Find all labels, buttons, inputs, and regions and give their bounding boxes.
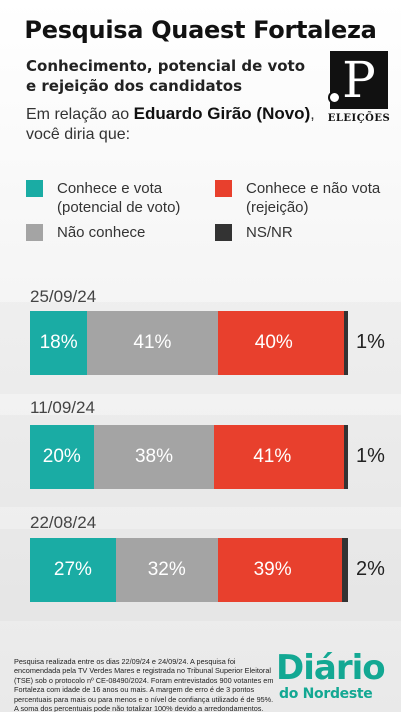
- bar-segment-nsnr-22-08-24: [341, 538, 348, 602]
- legend-label-rejeicao: Conhece e não vota (rejeição): [246, 180, 381, 216]
- stacked-bar-25-09-24: 18% 41% 40%: [30, 311, 348, 375]
- bar-segment-nao-conhece-25-09-24: [87, 311, 218, 375]
- category-label-25-09-24: 25/09/24: [30, 287, 97, 306]
- data-label-rejeicao-22-08-24: 39%: [253, 559, 292, 580]
- brand-name-bottom: do Nordeste: [279, 686, 373, 702]
- stacked-bar-11-09-24: 20% 38% 41%: [30, 425, 348, 489]
- brand-name-top: Diário: [276, 648, 386, 688]
- bar-segment-potencial-11-09-24: [30, 425, 94, 489]
- legend-label-nao-conhece: Não conhece: [57, 224, 146, 241]
- bar-segment-nsnr-25-09-24: [344, 311, 348, 375]
- data-label-nsnr-25-09-24: 1%: [356, 331, 385, 353]
- candidate-name: Eduardo Girão (Novo): [133, 104, 311, 123]
- legend-label-nsnr: NS/NR: [246, 224, 293, 241]
- logo-dot-icon: [328, 91, 341, 104]
- diario-do-nordeste-logo: Diário do Nordeste: [276, 648, 396, 704]
- bar-segment-nao-conhece-11-09-24: [93, 425, 215, 489]
- eleicoes-logo: P ELEIÇÕES: [326, 51, 392, 131]
- question-line-2: você diria que:: [26, 126, 131, 143]
- bar-segment-potencial-25-09-24: [30, 311, 88, 375]
- question-prefix: Em relação ao: [26, 106, 134, 123]
- data-label-nao-conhece-22-08-24: 32%: [147, 559, 186, 580]
- category-label-22-08-24: 22/08/24: [30, 513, 97, 532]
- bar-segment-potencial-22-08-24: [30, 538, 116, 602]
- legend-swatch-nao-conhece: [26, 224, 43, 241]
- category-label-11-09-24: 11/09/24: [30, 398, 95, 417]
- data-label-potencial-22-08-24: 27%: [53, 559, 92, 580]
- data-label-potencial-11-09-24: 20%: [42, 446, 81, 467]
- data-label-nao-conhece-11-09-24: 38%: [134, 446, 174, 467]
- page-title: Pesquisa Quaest Fortaleza: [24, 16, 377, 44]
- bar-segment-nsnr-11-09-24: [344, 425, 348, 489]
- bar-segment-rejeicao-25-09-24: [217, 311, 344, 375]
- legend-swatch-potencial: [26, 180, 43, 197]
- legend-swatch-rejeicao: [215, 180, 232, 197]
- question-text: Em relação ao Eduardo Girão (Novo), você…: [26, 104, 326, 145]
- data-label-rejeicao-11-09-24: 41%: [253, 446, 292, 467]
- methodology-footnote: Pesquisa realizada entre os dias 22/09/2…: [14, 657, 274, 712]
- bar-segment-rejeicao-11-09-24: [214, 425, 344, 489]
- bar-segment-rejeicao-22-08-24: [217, 538, 342, 602]
- question-suffix: ,: [310, 106, 315, 123]
- legend-label-potencial: Conhece e vota (potencial de voto): [57, 180, 181, 216]
- stacked-bar-22-08-24: 27% 32% 39%: [30, 538, 348, 602]
- bar-segment-nao-conhece-22-08-24: [115, 538, 218, 602]
- chart-subtitle: Conhecimento, potencial de voto e rejeiç…: [26, 57, 306, 95]
- data-label-potencial-25-09-24: 18%: [39, 332, 78, 353]
- data-label-nsnr-11-09-24: 1%: [356, 445, 385, 467]
- data-label-rejeicao-25-09-24: 40%: [254, 332, 293, 353]
- data-label-nsnr-22-08-24: 2%: [356, 558, 385, 580]
- legend-swatch-nsnr: [215, 224, 232, 241]
- logo-caption: ELEIÇÕES: [327, 113, 391, 124]
- data-label-nao-conhece-25-09-24: 41%: [133, 332, 172, 353]
